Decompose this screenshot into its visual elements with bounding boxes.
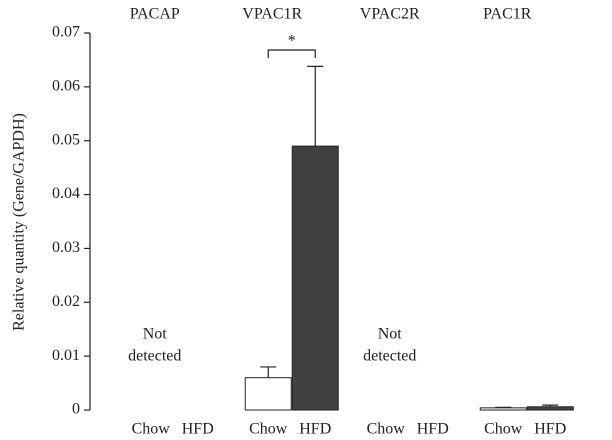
annotation: detected bbox=[128, 348, 181, 365]
group-label: PACAP bbox=[130, 6, 180, 23]
x-tick-label: Chow bbox=[367, 421, 406, 438]
y-tick-label: 0.03 bbox=[52, 239, 80, 256]
error-bar bbox=[260, 366, 277, 378]
y-axis-label: Relative quantity (Gene/GAPDH) bbox=[11, 113, 28, 331]
bar bbox=[291, 145, 339, 411]
bar bbox=[479, 407, 527, 411]
group-label: VPAC1R bbox=[242, 6, 302, 23]
y-tick-label: 0.06 bbox=[52, 78, 80, 95]
annotation: Not bbox=[378, 326, 403, 343]
y-tick-label: 0.04 bbox=[52, 185, 80, 202]
x-tick-label: Chow bbox=[132, 421, 171, 438]
group-label: PAC1R bbox=[483, 6, 532, 23]
annotation: detected bbox=[363, 348, 416, 365]
x-tick-label: Chow bbox=[484, 421, 523, 438]
y-tick-label: 0 bbox=[72, 401, 80, 418]
bar bbox=[526, 406, 574, 411]
x-tick-label: HFD bbox=[417, 421, 449, 438]
x-tick-label: HFD bbox=[534, 421, 566, 438]
x-tick-label: HFD bbox=[299, 421, 331, 438]
significance-label: * bbox=[288, 33, 296, 50]
y-tick-label: 0.02 bbox=[52, 293, 80, 310]
y-tick-label: 0.01 bbox=[52, 347, 80, 364]
error-bar bbox=[307, 65, 324, 147]
annotation: Not bbox=[143, 326, 168, 343]
group-label: VPAC2R bbox=[360, 6, 420, 23]
y-tick-label: 0.07 bbox=[52, 24, 80, 41]
significance-bracket bbox=[267, 49, 316, 58]
x-tick-label: HFD bbox=[182, 421, 214, 438]
bar bbox=[244, 377, 292, 411]
y-tick-label: 0.05 bbox=[52, 131, 80, 148]
x-tick-label: Chow bbox=[249, 421, 288, 438]
